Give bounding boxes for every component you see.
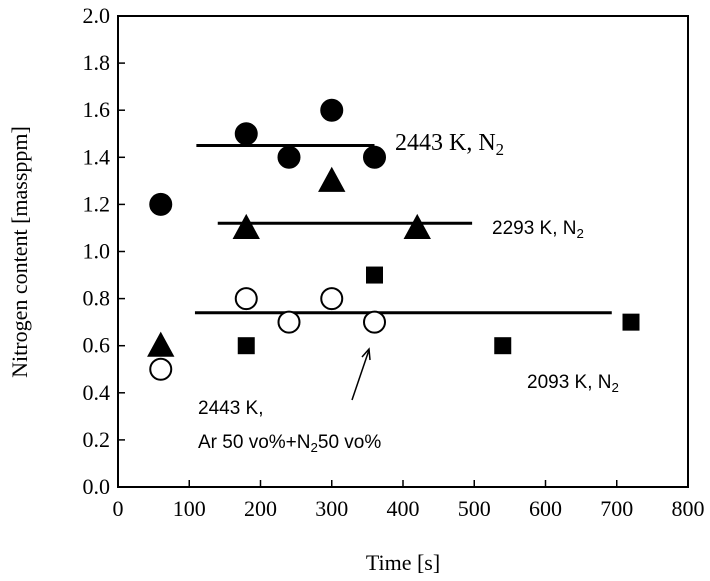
x-tick-label: 200 <box>244 496 277 521</box>
y-tick-label: 1.0 <box>83 239 111 264</box>
annotation-text: 2093 K, N <box>527 372 612 393</box>
point <box>363 310 386 334</box>
y-tick-label: 1.2 <box>83 191 111 216</box>
point <box>234 122 258 146</box>
annotation-subscript: 2 <box>310 440 317 455</box>
x-tick-label: 300 <box>315 496 348 521</box>
point <box>277 145 301 169</box>
point <box>320 98 344 122</box>
x-tick-label: 600 <box>529 496 562 521</box>
point <box>277 310 301 334</box>
point <box>320 287 344 311</box>
x-tick-label: 100 <box>173 496 206 521</box>
y-tick-label: 0.4 <box>83 380 111 405</box>
arrow <box>351 349 370 401</box>
point <box>366 266 383 284</box>
y-tick-label: 1.6 <box>83 97 111 122</box>
y-tick-label: 0.8 <box>83 286 111 311</box>
point <box>403 213 431 239</box>
y-tick-label: 1.4 <box>83 144 111 169</box>
annotation-text: 2443 K, N <box>395 130 496 156</box>
x-tick-label: 800 <box>672 496 705 521</box>
annotation: 2443 K, <box>198 398 264 419</box>
annotation: Ar 50 vo%+N250 vo% <box>198 432 381 455</box>
y-axis-label: Nitrogen content [massppm] <box>7 126 32 378</box>
annotation-text: 2293 K, N <box>492 218 577 239</box>
annotation-text: 2443 K, <box>198 398 264 419</box>
y-tick-label: 0.6 <box>83 333 111 358</box>
arrow-head <box>361 347 371 361</box>
point <box>622 313 640 331</box>
point <box>363 145 386 169</box>
x-tick-label: 700 <box>600 496 633 521</box>
x-axis-label: Time [s] <box>366 550 440 575</box>
point <box>318 166 346 192</box>
annotation: 2443 K, N2 <box>395 130 504 159</box>
annotation: 2293 K, N2 <box>492 218 584 241</box>
annotation-text: Ar 50 vo%+N <box>198 432 310 453</box>
point <box>149 357 173 381</box>
point <box>232 213 260 239</box>
x-tick-label: 500 <box>458 496 491 521</box>
point <box>494 337 512 355</box>
annotation: 2093 K, N2 <box>527 372 619 395</box>
annotation-subscript: 2 <box>496 140 504 159</box>
annotation-subscript: 2 <box>612 380 619 395</box>
x-tick-label: 0 <box>113 496 124 521</box>
y-tick-label: 0.2 <box>83 427 111 452</box>
y-tick-label: 2.0 <box>83 3 111 28</box>
x-tick-label: 400 <box>387 496 420 521</box>
y-tick-label: 0.0 <box>83 474 111 499</box>
point <box>147 331 175 357</box>
point <box>149 192 173 216</box>
point <box>234 287 258 311</box>
point <box>237 337 255 355</box>
annotation-subscript: 2 <box>577 226 584 241</box>
y-tick-label: 1.8 <box>83 50 111 75</box>
annotation-text: 50 vo% <box>318 432 381 453</box>
